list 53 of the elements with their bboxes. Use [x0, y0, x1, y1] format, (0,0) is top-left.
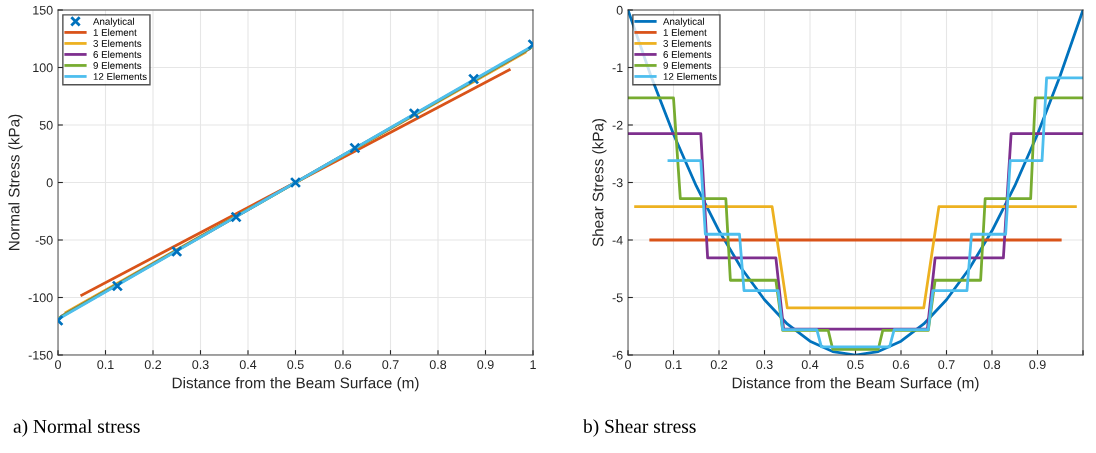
x-tick-label: 0 — [625, 360, 631, 370]
x-axis-title: Distance from the Beam Surface (m) — [172, 377, 419, 392]
y-tick-label: -3 — [612, 178, 623, 188]
x-tick-label: 0.7 — [938, 360, 955, 370]
x-tick-label: 0.6 — [334, 360, 352, 370]
x-tick-label: 0.1 — [97, 360, 114, 370]
y-tick-label: -150 — [28, 350, 53, 360]
x-tick-label: 0.5 — [287, 360, 304, 370]
legend-label: 12 Elements — [663, 72, 717, 80]
x-tick-label: 0.3 — [756, 360, 773, 370]
text: b) Shear stress — [583, 419, 696, 437]
legend-label: Analytical — [93, 17, 134, 27]
y-tick-label: 150 — [33, 5, 53, 15]
legend-label: 6 Elements — [93, 50, 142, 58]
legend-label: 1 Element — [663, 28, 707, 36]
y-tick-label: 0 — [46, 178, 53, 188]
y-tick-label: -2 — [612, 120, 623, 130]
legend-label: 12 Elements — [93, 72, 147, 80]
y-tick-label: -100 — [28, 293, 53, 303]
text: a) Normal stress — [13, 419, 140, 437]
x-tick-label: 0.5 — [847, 360, 864, 370]
legend-label: 9 Elements — [93, 61, 142, 69]
y-tick-label: -4 — [612, 235, 623, 245]
legend-label: 1 Element — [93, 28, 137, 36]
legend-label: Analytical — [663, 17, 704, 27]
y-tick-label: -50 — [35, 235, 53, 245]
y-axis-title: Shear Stress (kPa) — [592, 118, 607, 247]
x-tick-label: 0.4 — [801, 360, 819, 370]
x-tick-label: 0 — [55, 360, 61, 370]
y-tick-label: 0 — [616, 5, 623, 15]
legend-label: 3 Elements — [93, 39, 142, 47]
x-tick-label: 1 — [530, 360, 536, 369]
x-tick-label: 0.8 — [983, 360, 1001, 370]
legend-label: 3 Elements — [663, 39, 712, 47]
x-tick-label: 0.9 — [1029, 360, 1046, 370]
y-tick-label: 100 — [33, 63, 53, 73]
legend-label: 9 Elements — [663, 61, 712, 69]
x-tick-label: 0.8 — [429, 360, 447, 370]
x-tick-label: 0.6 — [892, 360, 910, 370]
x-tick-label: 0.7 — [382, 360, 399, 370]
x-tick-label: 0.2 — [710, 360, 728, 370]
x-tick-label: 0.2 — [144, 360, 162, 370]
y-tick-label: 50 — [39, 120, 53, 130]
x-tick-label: 0.9 — [477, 360, 494, 370]
y-tick-label: -6 — [612, 350, 623, 360]
legend-label: 6 Elements — [663, 50, 712, 58]
y-axis-title: Normal Stress (kPa) — [8, 114, 23, 251]
x-axis-title: Distance from the Beam Surface (m) — [732, 377, 979, 392]
x-tick-label: 0.4 — [239, 360, 257, 370]
x-tick-label: 0.1 — [665, 360, 682, 370]
x-tick-label: 0.3 — [192, 360, 209, 370]
y-tick-label: -1 — [612, 63, 623, 73]
y-tick-label: -5 — [612, 293, 623, 303]
